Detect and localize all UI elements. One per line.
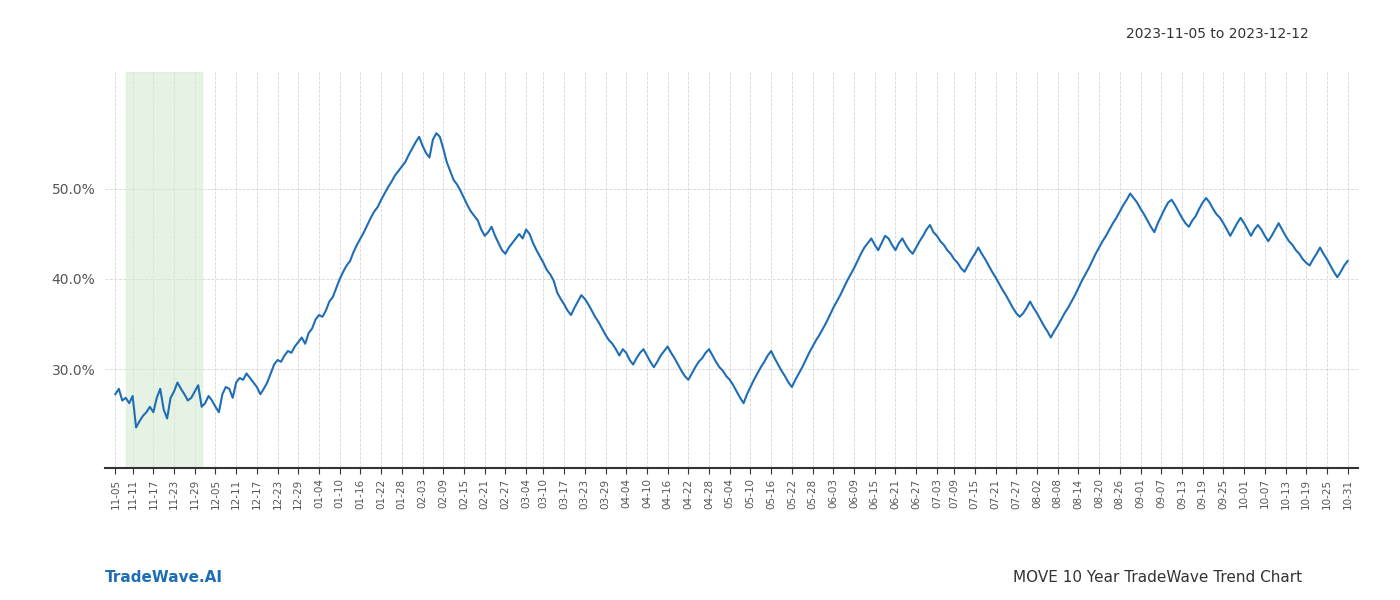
Text: 2023-11-05 to 2023-12-12: 2023-11-05 to 2023-12-12 bbox=[1126, 27, 1309, 41]
Bar bbox=[126, 72, 202, 468]
Text: TradeWave.AI: TradeWave.AI bbox=[105, 570, 223, 585]
Text: MOVE 10 Year TradeWave Trend Chart: MOVE 10 Year TradeWave Trend Chart bbox=[1012, 570, 1302, 585]
